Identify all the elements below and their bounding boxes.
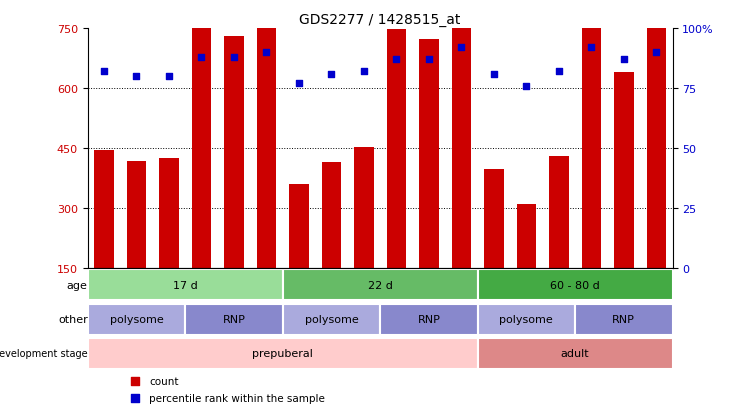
Point xyxy=(129,394,140,401)
Bar xyxy=(452,0,471,268)
Text: development stage: development stage xyxy=(0,349,88,358)
Point xyxy=(618,57,629,63)
Bar xyxy=(646,0,666,268)
FancyBboxPatch shape xyxy=(88,338,477,369)
FancyBboxPatch shape xyxy=(88,270,283,301)
Point xyxy=(163,74,175,80)
Bar xyxy=(614,73,634,268)
Text: percentile rank within the sample: percentile rank within the sample xyxy=(149,393,325,403)
Bar xyxy=(224,37,243,268)
Point xyxy=(228,54,240,61)
Text: polysome: polysome xyxy=(305,314,358,324)
Bar xyxy=(517,204,536,268)
Point xyxy=(586,45,597,51)
FancyBboxPatch shape xyxy=(477,304,575,335)
Point xyxy=(553,69,564,75)
Bar xyxy=(257,19,276,268)
Point xyxy=(423,57,435,63)
Text: age: age xyxy=(67,280,88,290)
Point xyxy=(520,83,532,90)
FancyBboxPatch shape xyxy=(283,304,380,335)
FancyBboxPatch shape xyxy=(575,304,673,335)
Bar xyxy=(126,161,146,268)
FancyBboxPatch shape xyxy=(88,304,185,335)
Point xyxy=(390,57,402,63)
Bar xyxy=(322,162,341,268)
Point xyxy=(325,71,337,78)
Point xyxy=(260,50,272,56)
Text: RNP: RNP xyxy=(417,314,440,324)
Text: adult: adult xyxy=(561,349,589,358)
Bar xyxy=(354,147,374,268)
FancyBboxPatch shape xyxy=(477,270,673,301)
Text: polysome: polysome xyxy=(110,314,163,324)
Bar xyxy=(484,169,504,268)
Point xyxy=(131,74,143,80)
Bar xyxy=(289,184,308,268)
Text: 60 - 80 d: 60 - 80 d xyxy=(550,280,600,290)
Bar xyxy=(94,150,114,268)
FancyBboxPatch shape xyxy=(477,338,673,369)
Point xyxy=(358,69,370,75)
Bar xyxy=(582,0,601,268)
Point xyxy=(488,71,500,78)
Point xyxy=(455,45,467,51)
FancyBboxPatch shape xyxy=(380,304,477,335)
Text: prepuberal: prepuberal xyxy=(252,349,313,358)
Text: 17 d: 17 d xyxy=(173,280,197,290)
FancyBboxPatch shape xyxy=(185,304,283,335)
Bar xyxy=(192,26,211,268)
Text: RNP: RNP xyxy=(222,314,246,324)
Title: GDS2277 / 1428515_at: GDS2277 / 1428515_at xyxy=(300,12,461,26)
FancyBboxPatch shape xyxy=(283,270,477,301)
Bar xyxy=(419,40,439,268)
Text: 22 d: 22 d xyxy=(368,280,393,290)
Text: RNP: RNP xyxy=(613,314,635,324)
Point xyxy=(196,54,208,61)
Point xyxy=(129,377,140,384)
Bar xyxy=(549,157,569,268)
Bar xyxy=(159,159,178,268)
Bar xyxy=(387,30,406,268)
Text: other: other xyxy=(58,314,88,324)
Point xyxy=(293,81,305,87)
Point xyxy=(98,69,110,75)
Text: count: count xyxy=(149,376,178,386)
Text: polysome: polysome xyxy=(499,314,553,324)
Point xyxy=(651,50,662,56)
